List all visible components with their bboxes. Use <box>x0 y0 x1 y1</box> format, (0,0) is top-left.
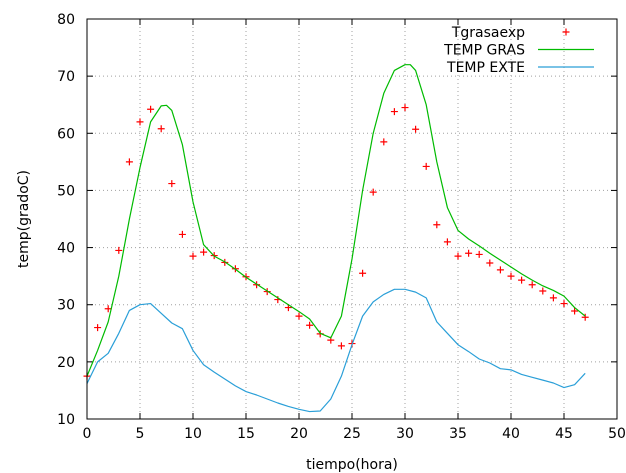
data-point <box>581 313 589 321</box>
series-tgrasaexp <box>83 104 589 380</box>
data-point <box>401 104 409 112</box>
series-temp-gras <box>86 64 586 377</box>
x-tick-label: 40 <box>502 426 520 442</box>
data-point <box>486 259 494 267</box>
data-point <box>475 250 483 258</box>
x-tick-label: 10 <box>184 426 202 442</box>
grid-lines <box>87 19 617 419</box>
data-point <box>496 266 504 274</box>
tick-labels: 0 5 10 15 20 25 30 35 40 45 50 10 20 30 40 50 60 70 80 <box>57 12 626 442</box>
data-point <box>528 281 536 289</box>
data-point <box>443 238 451 246</box>
series-line <box>86 288 586 413</box>
data-point <box>412 125 420 133</box>
y-tick-label: 50 <box>57 183 75 199</box>
y-axis-title: temp(gradoC) <box>16 170 32 268</box>
x-tick-label: 0 <box>83 426 92 442</box>
data-point <box>518 276 526 284</box>
x-tick-label: 30 <box>396 426 414 442</box>
data-point <box>433 221 441 229</box>
data-point <box>507 272 515 280</box>
data-point <box>560 300 568 308</box>
data-point <box>157 125 165 133</box>
y-tick-label: 10 <box>57 412 75 428</box>
data-point <box>189 252 197 260</box>
data-point <box>125 158 133 166</box>
data-point <box>539 287 547 295</box>
data-point <box>178 230 186 238</box>
y-tick-label: 40 <box>57 241 75 257</box>
data-point <box>147 105 155 113</box>
x-tick-label: 15 <box>237 426 255 442</box>
y-tick-label: 30 <box>57 298 75 314</box>
data-point <box>549 294 557 302</box>
data-point <box>369 188 377 196</box>
data-point <box>295 312 303 320</box>
data-point <box>104 305 112 313</box>
legend-label: Tgrasaexp <box>451 25 525 41</box>
data-point <box>454 252 462 260</box>
data-point <box>94 324 102 332</box>
data-point <box>168 180 176 188</box>
x-tick-label: 50 <box>608 426 626 442</box>
data-point <box>422 162 430 170</box>
plot-series <box>83 64 589 413</box>
series-line <box>86 64 586 377</box>
data-point <box>571 307 579 315</box>
x-tick-label: 35 <box>449 426 467 442</box>
data-point <box>115 246 123 254</box>
legend-label: TEMP EXTE <box>446 60 525 76</box>
y-tick-label: 20 <box>57 355 75 371</box>
data-point <box>306 321 314 329</box>
plot-frame <box>86 18 618 420</box>
series-temp-exte <box>86 288 586 413</box>
x-tick-label: 25 <box>343 426 361 442</box>
legend-label: TEMP GRAS <box>443 43 525 59</box>
x-axis-title: tiempo(hora) <box>306 457 398 473</box>
y-tick-label: 80 <box>57 12 75 28</box>
x-tick-label: 45 <box>555 426 573 442</box>
data-point <box>359 269 367 277</box>
data-point <box>465 249 473 257</box>
data-point <box>390 108 398 116</box>
data-point <box>380 138 388 146</box>
y-tick-label: 60 <box>57 126 75 142</box>
data-point <box>136 118 144 126</box>
data-point <box>337 342 345 350</box>
y-tick-label: 70 <box>57 69 75 85</box>
data-point <box>200 248 208 256</box>
legend-marker <box>562 28 570 36</box>
x-tick-label: 20 <box>290 426 308 442</box>
x-tick-label: 5 <box>136 426 145 442</box>
